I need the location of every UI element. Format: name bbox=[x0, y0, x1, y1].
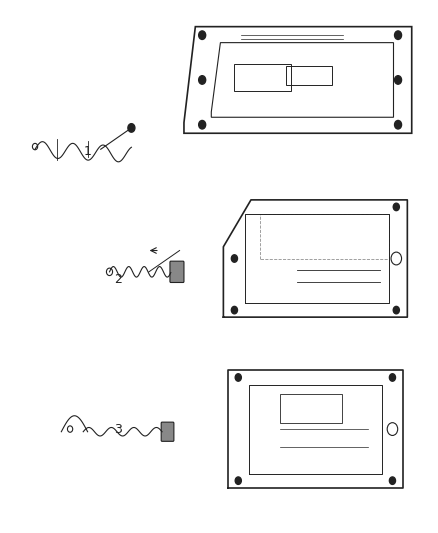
Circle shape bbox=[231, 255, 237, 262]
FancyBboxPatch shape bbox=[161, 422, 174, 441]
Circle shape bbox=[199, 31, 206, 39]
Circle shape bbox=[389, 477, 396, 484]
Text: 3: 3 bbox=[114, 423, 122, 435]
FancyBboxPatch shape bbox=[170, 261, 184, 282]
Circle shape bbox=[393, 203, 399, 211]
Circle shape bbox=[395, 120, 402, 129]
Circle shape bbox=[199, 120, 206, 129]
Circle shape bbox=[231, 306, 237, 314]
Text: 2: 2 bbox=[114, 273, 122, 286]
Circle shape bbox=[389, 374, 396, 381]
Circle shape bbox=[128, 124, 135, 132]
Circle shape bbox=[199, 76, 206, 84]
Circle shape bbox=[235, 477, 241, 484]
Circle shape bbox=[393, 306, 399, 314]
Circle shape bbox=[235, 374, 241, 381]
Text: 1: 1 bbox=[84, 146, 92, 158]
Circle shape bbox=[395, 76, 402, 84]
Circle shape bbox=[395, 31, 402, 39]
